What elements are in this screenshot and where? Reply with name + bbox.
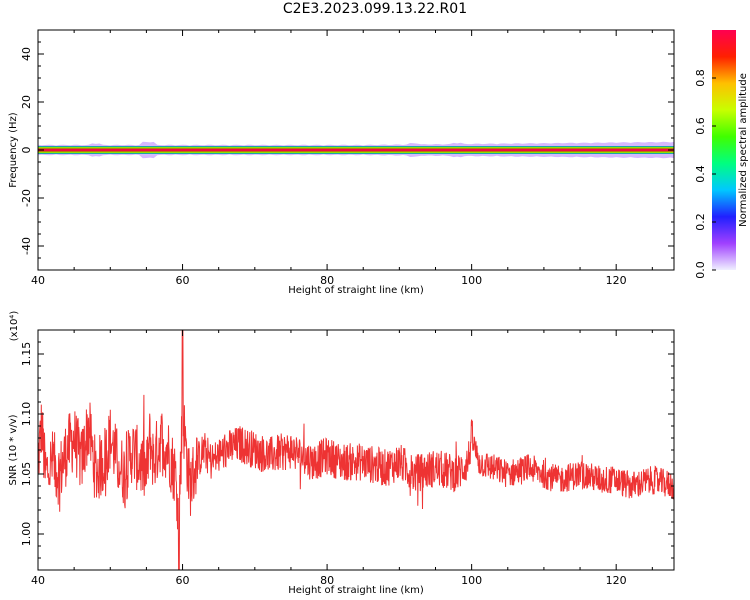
snr-x-tick-label: 80 <box>320 574 334 587</box>
snr-x-tick-label: 60 <box>176 574 190 587</box>
spectrogram-x-tick-label: 80 <box>320 274 334 287</box>
colorbar-tick-label: 0.6 <box>694 117 707 135</box>
snr-ticks: 40 60 80 100 120 1.00 1.05 1.10 1.15 <box>20 329 674 587</box>
colorbar-tick-label: 0.2 <box>694 213 707 231</box>
colorbar-tick-label: 0.8 <box>694 69 707 87</box>
colorbar-ticks: 0.0 0.2 0.4 0.6 0.8 <box>694 69 716 279</box>
spectrogram-x-axis-title: Height of straight line (km) <box>288 285 424 296</box>
colorbar-tick-label: 0.0 <box>694 261 707 279</box>
colorbar-gradient <box>712 30 736 270</box>
spectrogram-ticks: 40 60 80 100 120 -40 -20 0 20 40 <box>20 29 674 287</box>
snr-x-tick-label: 40 <box>31 574 45 587</box>
spectrogram-x-tick-label: 120 <box>606 274 627 287</box>
spectrogram-y-tick-label: 20 <box>20 95 33 109</box>
snr-panel: 40 60 80 100 120 1.00 1.05 1.10 1.15 Height of s… <box>8 311 675 596</box>
snr-multiplier-label: (x10⁴) <box>9 311 20 342</box>
spectrogram-x-tick-label: 100 <box>461 274 482 287</box>
colorbar-tick-label: 0.4 <box>694 165 707 183</box>
snr-y-tick-label: 1.10 <box>20 402 33 427</box>
snr-y-tick-label: 1.00 <box>20 522 33 547</box>
spectrogram-x-tick-label: 40 <box>31 274 45 287</box>
snr-x-tick-label: 100 <box>461 574 482 587</box>
snr-plot-area <box>38 330 674 570</box>
colorbar-title: Normalized spectral amplitude <box>738 73 749 227</box>
spectrogram-y-tick-label: -40 <box>20 237 33 255</box>
snr-x-tick-label: 120 <box>606 574 627 587</box>
spectral-band-peak <box>38 149 674 151</box>
spectrogram-y-axis-title: Frequency (Hz) <box>8 112 19 188</box>
spectral-band <box>38 141 674 159</box>
snr-y-tick-label: 1.15 <box>20 342 33 367</box>
snr-x-axis-title: Height of straight line (km) <box>288 585 424 596</box>
colorbar: 0.0 0.2 0.4 0.6 0.8 Normalized spectral ampl… <box>694 30 749 279</box>
chart-title: C2E3.2023.099.13.22.R01 <box>282 1 468 17</box>
spectrogram-y-tick-label: -20 <box>20 189 33 207</box>
spectrogram-panel: 40 60 80 100 120 -40 -20 0 20 40 Height of straig… <box>8 29 675 296</box>
snr-series-line <box>38 330 674 570</box>
spectrogram-y-tick-label: 0 <box>20 147 33 154</box>
spectrogram-y-tick-label: 40 <box>20 47 33 61</box>
snr-y-axis-title: SNR (10 * v/v) <box>8 414 19 485</box>
spectrogram-x-tick-label: 60 <box>176 274 190 287</box>
snr-y-tick-label: 1.05 <box>20 462 33 487</box>
